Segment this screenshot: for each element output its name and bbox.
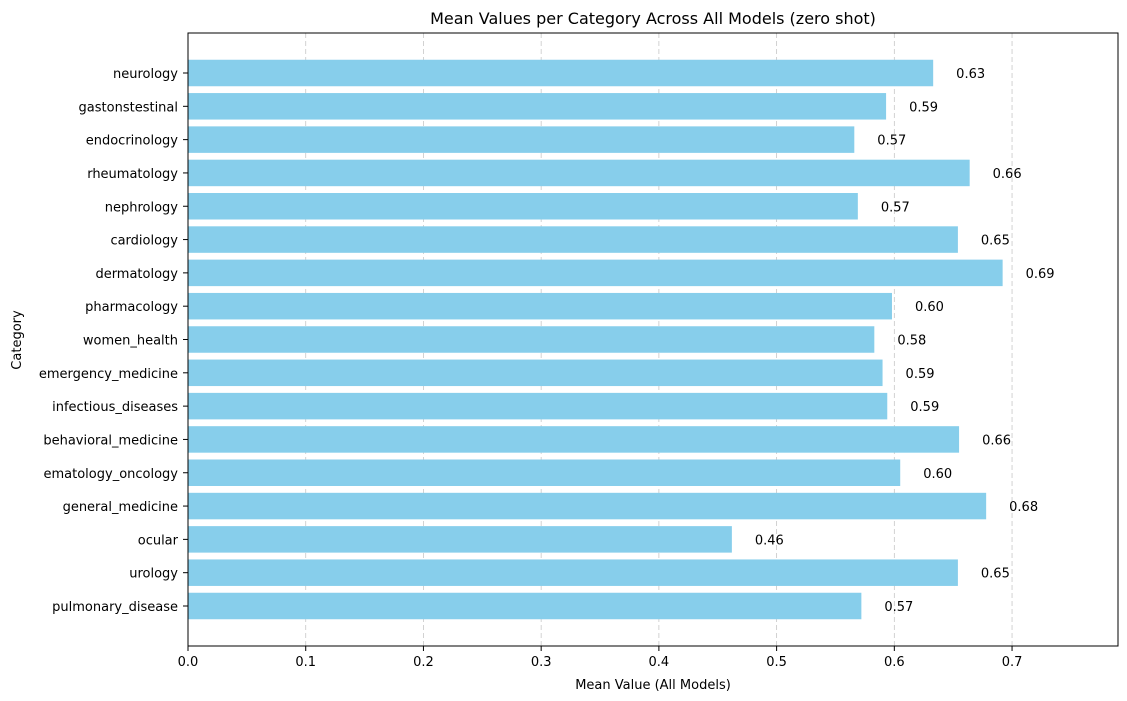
x-tick-label: 0.0 xyxy=(178,655,199,670)
bar xyxy=(188,59,934,87)
bar xyxy=(188,392,888,420)
y-tick-label: urology xyxy=(129,567,178,582)
x-axis-ticks: 0.0 0.1 0.2 0.3 0.4 0.5 0.6 0.7 xyxy=(178,646,1023,670)
data-label: 0.57 xyxy=(881,200,910,215)
y-tick-label: ocular xyxy=(138,533,179,548)
bar xyxy=(188,492,987,520)
x-axis-label: Mean Value (All Models) xyxy=(575,678,731,693)
data-label: 0.65 xyxy=(981,234,1010,249)
bars xyxy=(188,59,1003,620)
y-tick-label: behavioral_medicine xyxy=(43,433,178,448)
y-tick-label: infectious_diseases xyxy=(52,400,178,415)
data-label: 0.60 xyxy=(923,467,952,482)
x-tick-label: 0.5 xyxy=(766,655,787,670)
bar xyxy=(188,459,901,486)
data-label: 0.46 xyxy=(755,533,784,548)
bar xyxy=(188,126,855,153)
data-label: 0.59 xyxy=(910,400,939,415)
data-label: 0.66 xyxy=(993,167,1022,182)
x-tick-label: 0.7 xyxy=(1002,655,1023,670)
bar xyxy=(188,326,875,353)
y-tick-label: emergency_medicine xyxy=(39,367,178,382)
bar xyxy=(188,226,958,253)
bar xyxy=(188,359,883,387)
data-label: 0.63 xyxy=(956,67,985,82)
data-label: 0.59 xyxy=(909,100,938,115)
y-tick-label: dermatology xyxy=(95,267,178,282)
y-tick-label: gastonstestinal xyxy=(79,100,178,115)
x-tick-label: 0.6 xyxy=(884,655,905,670)
bar xyxy=(188,426,960,453)
data-label: 0.69 xyxy=(1026,267,1055,282)
bar xyxy=(188,559,958,586)
data-label: 0.66 xyxy=(982,433,1011,448)
data-label: 0.65 xyxy=(981,567,1010,582)
data-label: 0.57 xyxy=(877,134,906,149)
data-label: 0.57 xyxy=(884,600,913,615)
y-tick-label: general_medicine xyxy=(63,500,178,515)
bar xyxy=(188,259,1003,287)
data-label: 0.68 xyxy=(1009,500,1038,515)
x-tick-label: 0.4 xyxy=(649,655,670,670)
y-tick-label: nephrology xyxy=(105,200,179,215)
y-axis-ticks: neurology gastonstestinal endocrinology rhe… xyxy=(39,67,188,615)
chart-title: Mean Values per Category Across All Mode… xyxy=(430,9,876,28)
data-label: 0.60 xyxy=(915,300,944,315)
y-tick-label: pharmacology xyxy=(85,300,178,315)
bar xyxy=(188,193,858,220)
bar xyxy=(188,526,732,553)
y-tick-label: neurology xyxy=(113,67,178,82)
data-label: 0.59 xyxy=(906,367,935,382)
bar xyxy=(188,592,862,620)
y-tick-label: ematology_oncology xyxy=(44,467,179,482)
y-tick-label: pulmonary_disease xyxy=(52,600,178,615)
bar xyxy=(188,292,892,320)
data-label: 0.58 xyxy=(897,334,926,349)
bar xyxy=(188,159,970,187)
data-labels: 0.63 0.59 0.57 0.66 0.57 0.65 0.69 0.60 0.58 0.59… xyxy=(755,67,1055,615)
y-tick-label: cardiology xyxy=(110,234,178,249)
y-tick-label: women_health xyxy=(83,334,178,349)
x-tick-label: 0.3 xyxy=(531,655,552,670)
bar xyxy=(188,93,887,120)
x-tick-label: 0.2 xyxy=(413,655,434,670)
y-tick-label: rheumatology xyxy=(87,167,178,182)
y-axis-label: Category xyxy=(10,310,25,370)
x-tick-label: 0.1 xyxy=(295,655,316,670)
y-tick-label: endocrinology xyxy=(86,134,179,149)
